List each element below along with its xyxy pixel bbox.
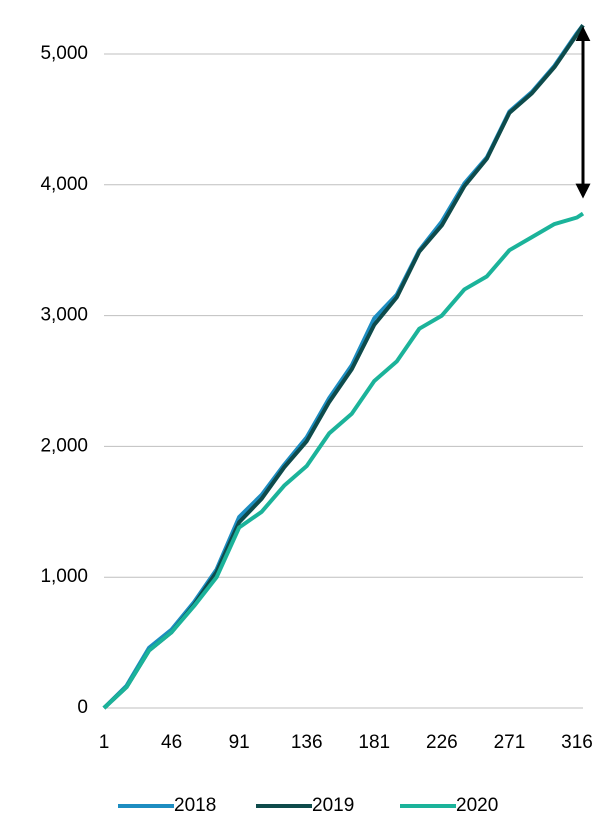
x-tick-label: 181 — [358, 732, 390, 753]
y-tick-label: 5,000 — [40, 43, 88, 64]
x-tick-label: 1 — [99, 732, 110, 753]
x-tick-label: 226 — [426, 732, 458, 753]
series-line — [102, 24, 585, 710]
y-tick-label: 4,000 — [40, 174, 88, 195]
legend-item: 2018 — [118, 795, 216, 816]
series-line — [102, 24, 585, 710]
legend-label: 2018 — [174, 795, 216, 816]
legend-item: 2019 — [256, 795, 354, 816]
legend-label: 2019 — [312, 795, 354, 816]
x-tick-label: 271 — [494, 732, 526, 753]
x-tick-label: 46 — [161, 732, 182, 753]
y-tick-label: 0 — [77, 697, 88, 718]
x-tick-label: 136 — [291, 732, 323, 753]
y-tick-label: 1,000 — [40, 566, 88, 587]
x-tick-label: 91 — [229, 732, 250, 753]
legend-label: 2020 — [456, 795, 498, 816]
x-tick-label: 316 — [561, 732, 593, 753]
series-line — [102, 211, 585, 710]
y-tick-label: 2,000 — [40, 435, 88, 456]
legend-item: 2020 — [400, 795, 498, 816]
y-tick-label: 3,000 — [40, 305, 88, 326]
